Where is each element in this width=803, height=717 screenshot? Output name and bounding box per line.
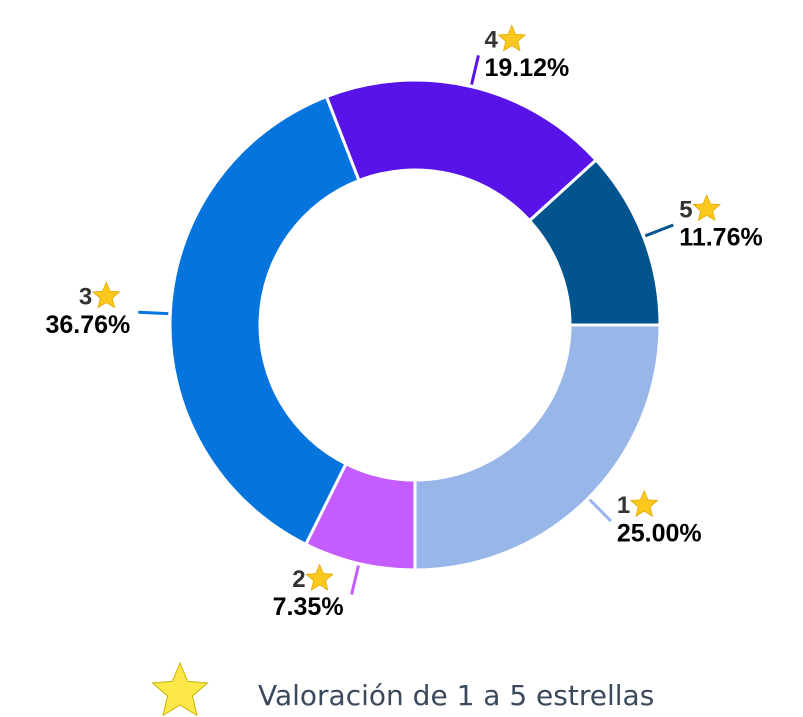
leader-line bbox=[588, 498, 612, 522]
value-label: 11.76% bbox=[679, 224, 762, 252]
star-icon bbox=[92, 281, 121, 309]
category-label: 3 bbox=[79, 284, 92, 311]
value-label: 36.76% bbox=[45, 311, 130, 339]
legend: Valoración de 1 a 5 estrellas bbox=[151, 661, 654, 717]
category-label: 1 bbox=[617, 492, 630, 519]
leader-line bbox=[138, 310, 169, 316]
category-label: 4 bbox=[484, 27, 498, 54]
star-icon bbox=[497, 24, 527, 52]
legend-label: Valoración de 1 a 5 estrellas bbox=[258, 679, 654, 712]
leader-line bbox=[470, 55, 480, 85]
donut-segment bbox=[527, 157, 662, 327]
value-label: 25.00% bbox=[617, 519, 702, 547]
category-label: 5 bbox=[679, 196, 692, 223]
donut-segment bbox=[413, 323, 662, 572]
legend-star-icon bbox=[151, 661, 209, 717]
leader-line bbox=[644, 223, 674, 238]
star-icon bbox=[629, 489, 659, 518]
value-label: 19.12% bbox=[484, 54, 569, 82]
value-label: 7.35% bbox=[273, 593, 344, 621]
donut-segment bbox=[324, 78, 599, 223]
star-icon bbox=[692, 193, 721, 222]
star-icon bbox=[305, 563, 334, 591]
donut-segment bbox=[168, 94, 361, 547]
category-label: 2 bbox=[292, 566, 305, 593]
leader-line bbox=[350, 565, 360, 595]
